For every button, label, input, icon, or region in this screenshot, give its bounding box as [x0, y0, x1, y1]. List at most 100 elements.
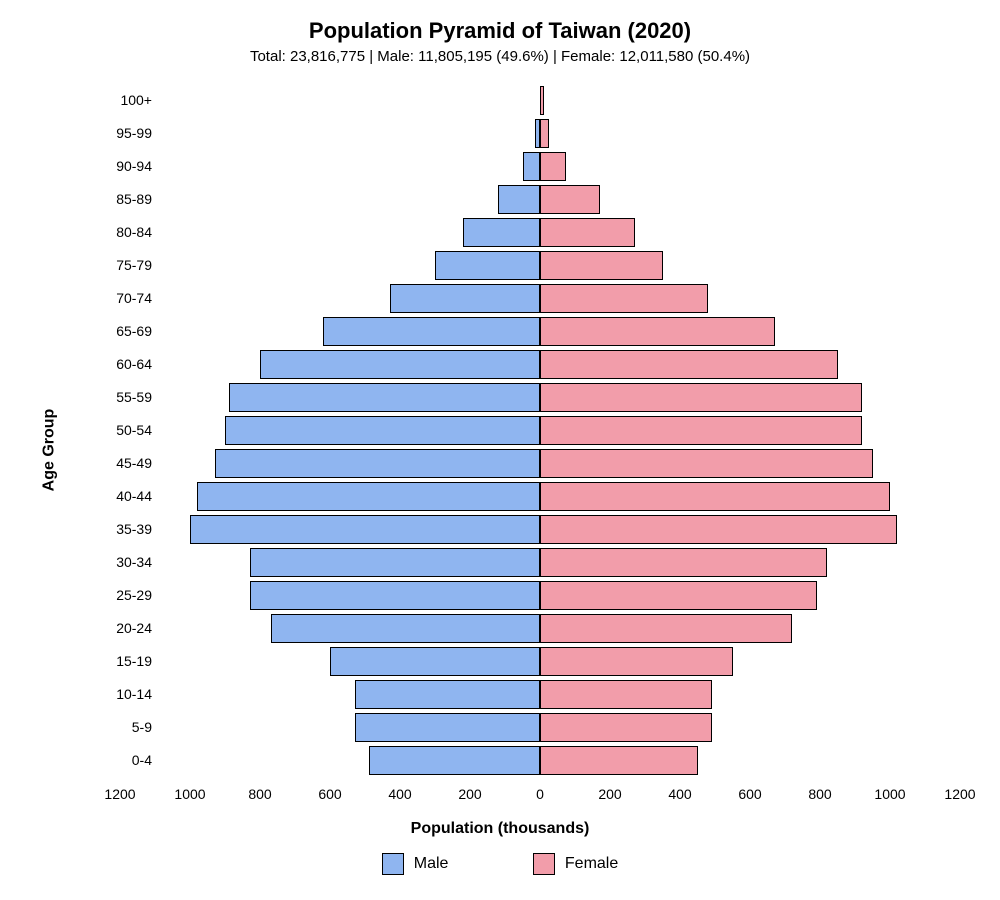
bar-male	[498, 185, 540, 214]
plot-area	[120, 80, 960, 780]
y-tick: 0-4	[92, 744, 152, 777]
bar-male	[330, 647, 540, 676]
y-tick: 80-84	[92, 216, 152, 249]
bar-row	[120, 216, 960, 249]
bar-row	[120, 183, 960, 216]
y-tick: 60-64	[92, 348, 152, 381]
bar-male	[355, 680, 541, 709]
y-tick: 55-59	[92, 381, 152, 414]
y-tick: 100+	[92, 84, 152, 117]
bar-row	[120, 513, 960, 546]
y-tick: 50-54	[92, 414, 152, 447]
bar-row	[120, 579, 960, 612]
bar-female	[540, 284, 708, 313]
bar-female	[540, 746, 698, 775]
bar-row	[120, 282, 960, 315]
bar-row	[120, 744, 960, 777]
x-tick: 0	[536, 786, 544, 802]
bar-row	[120, 348, 960, 381]
x-tick: 1200	[944, 786, 975, 802]
bar-female	[540, 416, 862, 445]
y-tick: 45-49	[92, 447, 152, 480]
bar-row	[120, 678, 960, 711]
x-tick: 1200	[104, 786, 135, 802]
y-tick: 10-14	[92, 678, 152, 711]
bar-male	[463, 218, 540, 247]
legend-item-male: Male	[382, 853, 449, 875]
legend-item-female: Female	[533, 853, 618, 875]
bar-female	[540, 86, 544, 115]
bar-female	[540, 449, 873, 478]
bar-female	[540, 383, 862, 412]
x-tick: 600	[738, 786, 761, 802]
bar-female	[540, 680, 712, 709]
bar-row	[120, 711, 960, 744]
bar-male	[435, 251, 540, 280]
x-tick: 200	[458, 786, 481, 802]
bar-male	[250, 581, 541, 610]
bar-male	[197, 482, 540, 511]
bar-row	[120, 447, 960, 480]
x-tick: 1000	[874, 786, 905, 802]
bar-row	[120, 546, 960, 579]
x-tick: 800	[248, 786, 271, 802]
legend-swatch-male	[382, 853, 404, 875]
x-tick: 400	[388, 786, 411, 802]
x-tick: 1000	[174, 786, 205, 802]
bar-female	[540, 350, 838, 379]
bar-row	[120, 414, 960, 447]
bar-female	[540, 713, 712, 742]
bar-male	[229, 383, 541, 412]
bar-male	[369, 746, 541, 775]
x-tick: 600	[318, 786, 341, 802]
x-axis-label: Population (thousands)	[0, 820, 1000, 838]
bar-female	[540, 185, 600, 214]
y-tick: 25-29	[92, 579, 152, 612]
bar-female	[540, 548, 827, 577]
bar-female	[540, 647, 733, 676]
y-tick: 30-34	[92, 546, 152, 579]
bar-male	[355, 713, 541, 742]
bar-male	[390, 284, 541, 313]
bar-female	[540, 119, 549, 148]
bar-female	[540, 614, 792, 643]
bar-row	[120, 645, 960, 678]
y-tick: 40-44	[92, 480, 152, 513]
y-tick: 90-94	[92, 150, 152, 183]
bar-row	[120, 315, 960, 348]
bar-female	[540, 317, 775, 346]
legend-swatch-female	[533, 853, 555, 875]
x-tick: 800	[808, 786, 831, 802]
legend-label-female: Female	[565, 855, 618, 873]
bar-female	[540, 581, 817, 610]
bar-male	[323, 317, 540, 346]
y-tick: 65-69	[92, 315, 152, 348]
chart-title: Population Pyramid of Taiwan (2020)	[0, 18, 1000, 44]
bar-row	[120, 612, 960, 645]
bar-male	[523, 152, 541, 181]
bar-female	[540, 251, 663, 280]
bar-row	[120, 249, 960, 282]
bar-female	[540, 515, 897, 544]
bar-row	[120, 150, 960, 183]
y-tick: 70-74	[92, 282, 152, 315]
legend: Male Female	[0, 853, 1000, 880]
x-tick: 200	[598, 786, 621, 802]
bar-male	[250, 548, 541, 577]
y-tick: 85-89	[92, 183, 152, 216]
bar-female	[540, 152, 566, 181]
y-tick: 20-24	[92, 612, 152, 645]
bar-male	[271, 614, 541, 643]
bar-male	[215, 449, 541, 478]
bar-female	[540, 218, 635, 247]
y-tick: 5-9	[92, 711, 152, 744]
bar-male	[225, 416, 540, 445]
y-tick: 95-99	[92, 117, 152, 150]
chart-subtitle: Total: 23,816,775 | Male: 11,805,195 (49…	[0, 48, 1000, 65]
chart-container: Population Pyramid of Taiwan (2020) Tota…	[0, 0, 1000, 900]
bar-row	[120, 117, 960, 150]
y-tick: 75-79	[92, 249, 152, 282]
bar-row	[120, 480, 960, 513]
bar-female	[540, 482, 890, 511]
y-axis-label: Age Group	[40, 409, 58, 492]
